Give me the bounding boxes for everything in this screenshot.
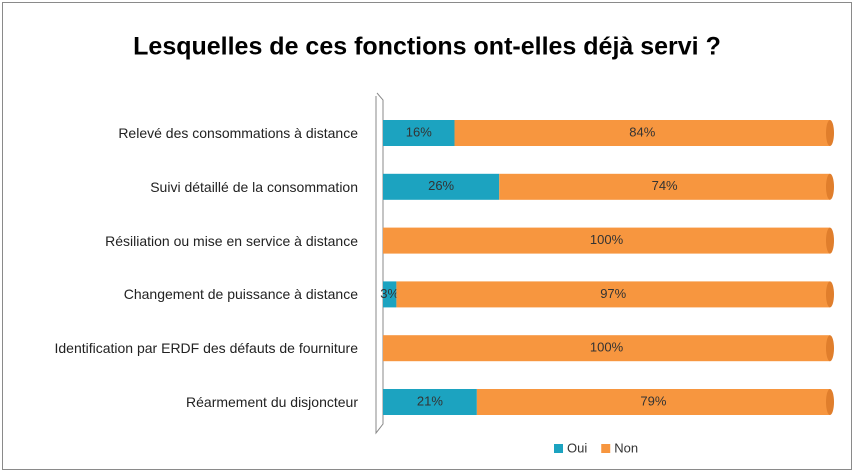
bar-segment bbox=[383, 281, 397, 308]
bar-end bbox=[826, 335, 834, 362]
bar-segment bbox=[383, 173, 500, 200]
bar-end bbox=[826, 120, 834, 146]
axis-wall bbox=[375, 92, 384, 435]
legend-swatch bbox=[601, 444, 611, 453]
value-label: 84% bbox=[629, 124, 655, 139]
bar-end bbox=[826, 281, 834, 308]
legend-label: Non bbox=[614, 440, 638, 455]
bar-end bbox=[826, 227, 834, 254]
category-label: Résiliation ou mise en service à distanc… bbox=[38, 232, 358, 250]
value-label: 26% bbox=[428, 178, 454, 193]
bar-segment bbox=[499, 173, 830, 200]
bar-segment bbox=[396, 281, 830, 308]
category-text: Résiliation ou mise en service à distanc… bbox=[105, 232, 358, 249]
value-label: 3% bbox=[380, 286, 399, 301]
value-label: 79% bbox=[640, 393, 666, 408]
legend-swatch bbox=[554, 444, 563, 453]
category-text: Réarmement du disjoncteur bbox=[186, 394, 358, 410]
value-label: 100% bbox=[590, 340, 624, 355]
value-label: 16% bbox=[406, 124, 432, 139]
chart-title: Lesquelles de ces fonctions ont-elles dé… bbox=[133, 33, 721, 61]
category-label: Suivi détaillé de la consommation bbox=[38, 178, 358, 196]
legend-label: Oui bbox=[567, 440, 587, 455]
bar-segment bbox=[476, 389, 830, 415]
category-label: Identification par ERDF des défauts de f… bbox=[38, 339, 358, 357]
category-text: Relevé des consommations à distance bbox=[118, 125, 358, 141]
category-text: Suivi détaillé de la consommation bbox=[150, 178, 358, 195]
bar-end bbox=[826, 173, 834, 200]
value-label: 100% bbox=[590, 232, 624, 247]
bar-segment bbox=[383, 335, 830, 362]
category-text: Changement de puissance à distance bbox=[123, 286, 358, 303]
bar-segment bbox=[383, 120, 455, 146]
value-label: 21% bbox=[417, 393, 443, 408]
category-label: Relevé des consommations à distance bbox=[38, 124, 358, 142]
category-label: Changement de puissance à distance bbox=[38, 285, 358, 303]
value-label: 97% bbox=[600, 286, 626, 301]
bar-segment bbox=[383, 389, 477, 415]
category-text: Identification par ERDF des défauts de f… bbox=[54, 340, 358, 357]
bar-segment bbox=[383, 227, 830, 254]
bar-end bbox=[826, 389, 834, 415]
value-label: 74% bbox=[652, 178, 678, 193]
bar-segment bbox=[454, 120, 830, 146]
category-label: Réarmement du disjoncteur bbox=[38, 393, 358, 411]
